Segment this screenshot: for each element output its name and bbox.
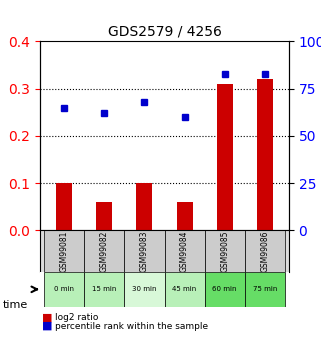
Bar [136,183,152,230]
Bar [56,183,72,230]
Bar [177,202,193,230]
Text: GSM99086: GSM99086 [260,230,269,272]
Title: GDS2579 / 4256: GDS2579 / 4256 [108,25,221,39]
FancyBboxPatch shape [44,272,84,307]
Text: percentile rank within the sample: percentile rank within the sample [55,322,208,331]
FancyBboxPatch shape [165,272,205,307]
Text: 0 min: 0 min [54,286,74,292]
Text: GSM99083: GSM99083 [140,230,149,272]
FancyBboxPatch shape [205,230,245,272]
Text: GSM99084: GSM99084 [180,230,189,272]
FancyBboxPatch shape [165,230,205,272]
FancyBboxPatch shape [44,230,84,272]
FancyBboxPatch shape [84,272,125,307]
Text: 15 min: 15 min [92,286,117,292]
Text: GSM99085: GSM99085 [220,230,229,272]
Text: log2 ratio: log2 ratio [55,313,98,322]
Bar [96,202,112,230]
Text: ■: ■ [42,313,52,322]
Bar [257,79,273,230]
FancyBboxPatch shape [245,272,285,307]
Text: ■: ■ [42,321,52,331]
Text: 30 min: 30 min [132,286,157,292]
FancyBboxPatch shape [84,230,125,272]
FancyBboxPatch shape [125,272,165,307]
Text: 60 min: 60 min [213,286,237,292]
Text: 45 min: 45 min [172,286,197,292]
Text: 75 min: 75 min [253,286,277,292]
FancyBboxPatch shape [125,230,165,272]
FancyBboxPatch shape [245,230,285,272]
Bar [217,84,233,230]
FancyBboxPatch shape [205,272,245,307]
Text: time: time [3,300,29,310]
Text: GSM99081: GSM99081 [60,230,69,272]
Text: GSM99082: GSM99082 [100,230,109,272]
